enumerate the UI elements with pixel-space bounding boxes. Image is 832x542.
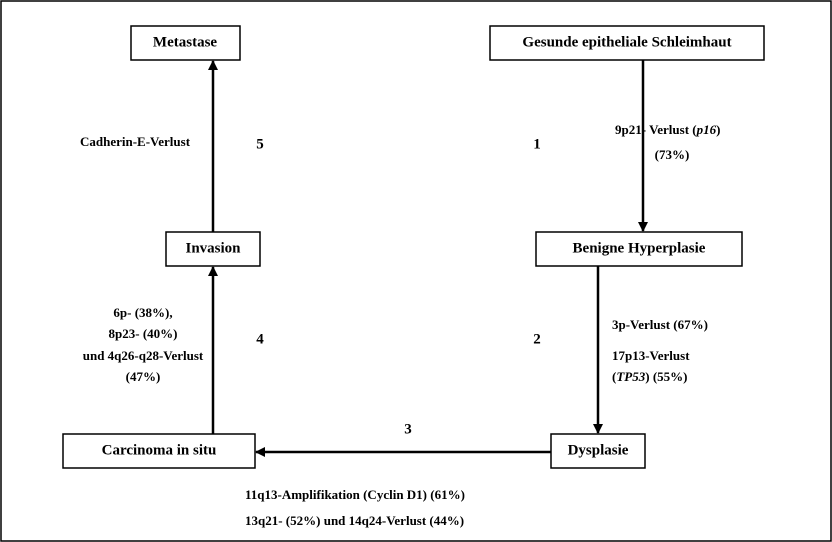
annotation: 11q13-Amplifikation (Cyclin D1) (61%) — [245, 487, 465, 502]
node-label: Metastase — [153, 34, 217, 50]
step-number: 4 — [256, 331, 264, 347]
step-number: 5 — [256, 136, 264, 152]
annotation: 8p23- (40%) — [109, 326, 178, 341]
node-label: Gesunde epitheliale Schleimhaut — [522, 34, 731, 50]
annotation: und 4q26-q28-Verlust — [83, 348, 204, 363]
annotation: Cadherin-E-Verlust — [80, 134, 191, 149]
node-box — [550, 433, 646, 469]
text: 9p21- Verlust ( — [615, 122, 697, 137]
text: p16 — [696, 122, 717, 137]
node-box — [62, 433, 256, 469]
text: ) — [716, 122, 720, 137]
step-number: 2 — [533, 331, 541, 347]
node-box — [535, 231, 743, 267]
annotation: (73%) — [655, 147, 690, 162]
annotation: 17p13-Verlust — [612, 348, 690, 363]
node-label: Invasion — [185, 240, 241, 256]
annotation: 9p21- Verlust (p16) — [615, 122, 720, 137]
text: TP53 — [616, 369, 645, 384]
annotation: (47%) — [126, 369, 161, 384]
node-box — [165, 231, 261, 267]
annotation: (TP53) (55%) — [612, 369, 687, 384]
node-label: Dysplasie — [568, 442, 629, 458]
text: ( — [612, 369, 616, 384]
annotation: 3p-Verlust (67%) — [612, 317, 708, 332]
node-label: Benigne Hyperplasie — [573, 240, 706, 256]
node-label: Carcinoma in situ — [102, 442, 217, 458]
annotation: 6p- (38%), — [113, 305, 172, 320]
node-box — [130, 25, 241, 61]
text: ) (55%) — [645, 369, 687, 384]
step-number: 3 — [404, 421, 412, 437]
annotation: 13q21- (52%) und 14q24-Verlust (44%) — [245, 513, 464, 528]
node-box — [489, 25, 765, 61]
step-number: 1 — [533, 136, 541, 152]
